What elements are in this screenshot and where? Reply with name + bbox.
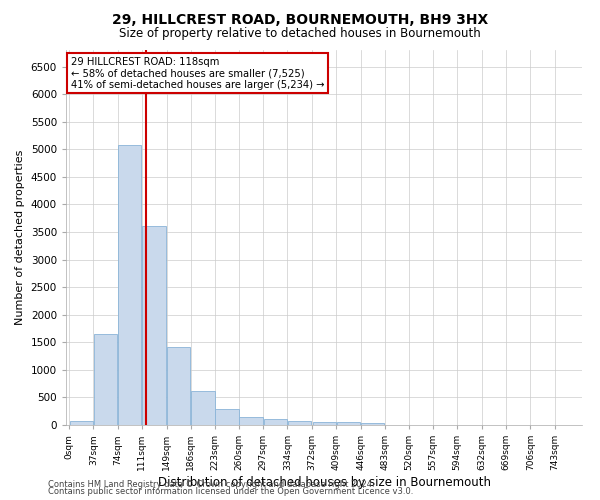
Bar xyxy=(313,422,336,425)
Bar xyxy=(142,226,166,425)
Bar xyxy=(94,334,117,425)
Bar xyxy=(288,421,311,425)
Text: Size of property relative to detached houses in Bournemouth: Size of property relative to detached ho… xyxy=(119,28,481,40)
Bar xyxy=(337,422,360,425)
Bar xyxy=(239,418,263,425)
Bar xyxy=(118,145,142,425)
Y-axis label: Number of detached properties: Number of detached properties xyxy=(15,150,25,325)
Text: Contains public sector information licensed under the Open Government Licence v3: Contains public sector information licen… xyxy=(48,487,413,496)
X-axis label: Distribution of detached houses by size in Bournemouth: Distribution of detached houses by size … xyxy=(157,476,491,489)
Text: 29 HILLCREST ROAD: 118sqm
← 58% of detached houses are smaller (7,525)
41% of se: 29 HILLCREST ROAD: 118sqm ← 58% of detac… xyxy=(71,56,324,90)
Bar xyxy=(215,409,239,425)
Bar xyxy=(167,346,190,425)
Bar xyxy=(70,421,93,425)
Bar xyxy=(263,420,287,425)
Bar xyxy=(361,422,385,425)
Bar xyxy=(191,391,215,425)
Text: 29, HILLCREST ROAD, BOURNEMOUTH, BH9 3HX: 29, HILLCREST ROAD, BOURNEMOUTH, BH9 3HX xyxy=(112,12,488,26)
Text: Contains HM Land Registry data © Crown copyright and database right 2024.: Contains HM Land Registry data © Crown c… xyxy=(48,480,374,489)
